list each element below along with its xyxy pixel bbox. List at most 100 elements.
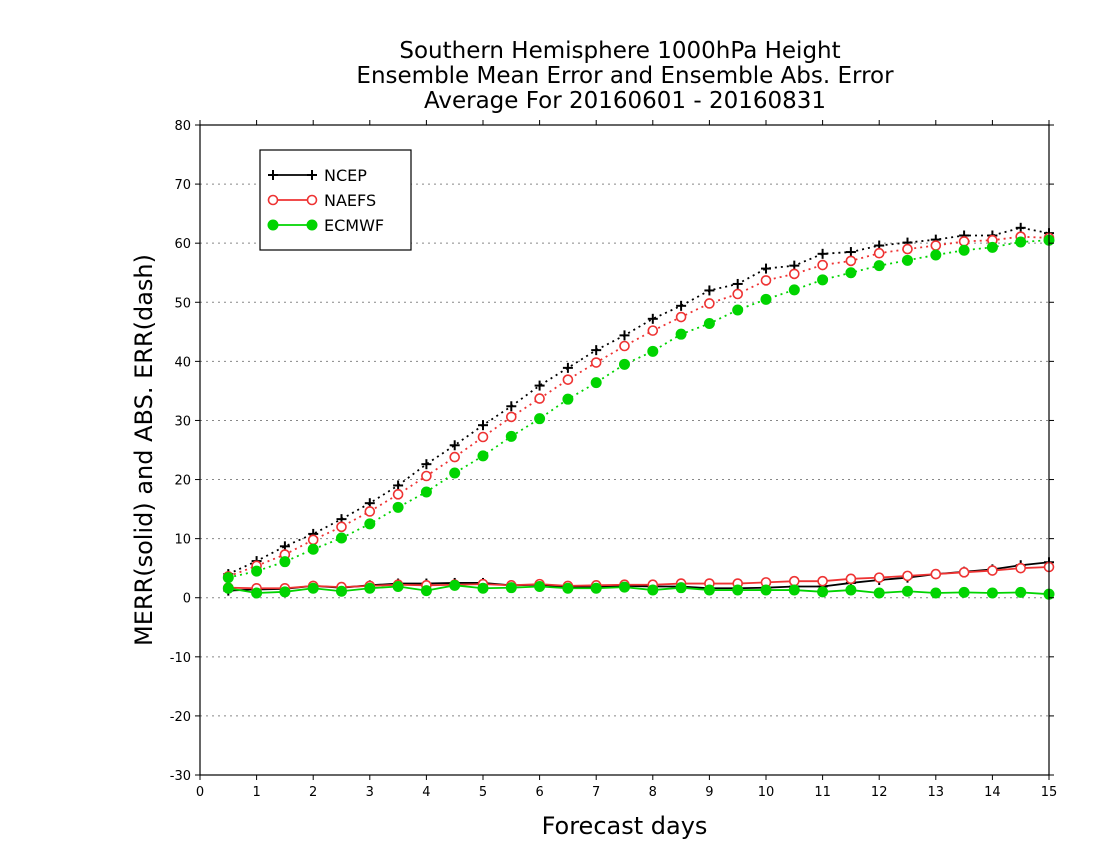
abs-err-point — [506, 401, 517, 412]
abs-err-point — [986, 241, 998, 253]
abs-err-point — [817, 248, 828, 259]
mean-err-point — [336, 585, 347, 597]
abs-err-point — [873, 247, 885, 259]
y-tick-label: 50 — [174, 296, 191, 311]
mean-err-point — [873, 587, 885, 599]
abs-err-point — [675, 328, 687, 340]
mean-err-point — [364, 582, 376, 594]
mean-err-point — [930, 568, 942, 580]
abs-err-point — [449, 451, 461, 463]
abs-err-point — [817, 274, 829, 286]
y-tick-label: 60 — [174, 237, 191, 252]
legend-item-ncep: NCEP — [268, 166, 367, 185]
gridlines — [200, 183, 1049, 717]
mean-err-point — [1015, 586, 1027, 598]
abs-err-point — [902, 254, 913, 266]
abs-err-point — [845, 247, 856, 258]
abs-err-point — [364, 506, 376, 517]
x-tick-label: 5 — [479, 785, 487, 800]
y-tick-label: 30 — [174, 414, 191, 429]
mean-err-point — [449, 579, 461, 591]
mean-err-point — [279, 586, 291, 598]
mean-err-point — [958, 567, 970, 578]
legend-marker — [268, 170, 278, 180]
abs-err-point — [619, 340, 630, 352]
mean-err-point — [788, 584, 800, 596]
x-tick-label: 1 — [252, 785, 260, 800]
abs-err-point — [393, 480, 404, 491]
abs-err-point — [420, 486, 432, 498]
abs-err-point — [760, 293, 772, 305]
legend-marker — [267, 219, 279, 231]
legend-marker — [307, 170, 317, 180]
abs-err-point — [619, 358, 630, 370]
abs-err-point — [619, 330, 630, 341]
mean-err-point — [986, 587, 998, 599]
abs-err-point — [930, 240, 942, 251]
legend-label: ECMWF — [324, 216, 384, 235]
mean-err-point — [930, 587, 942, 599]
mean-err-point — [505, 582, 517, 594]
abs-err-point — [788, 284, 800, 296]
abs-err-point — [222, 572, 234, 584]
series-ncep — [223, 222, 1054, 596]
y-axis-label: MERR(solid) and ABS. ERR(dash) — [130, 254, 158, 646]
mean-err-point — [902, 585, 913, 597]
x-tick-label: 11 — [814, 785, 831, 800]
abs-err-point — [703, 318, 715, 330]
mean-err-point — [902, 570, 913, 582]
y-tick-label: 20 — [174, 474, 191, 489]
abs-err-point — [477, 450, 489, 462]
title-line-1: Southern Hemisphere 1000hPa Height — [399, 38, 840, 64]
plot-frame — [199, 124, 1050, 776]
abs-err-point — [1015, 236, 1027, 248]
abs-err-point — [392, 489, 404, 500]
abs-err-point — [590, 357, 602, 368]
mean-err-point — [534, 581, 546, 592]
title-line-2: Ensemble Mean Error and Ensemble Abs. Er… — [356, 63, 894, 89]
x-tick-label: 0 — [196, 785, 204, 800]
abs-err-point — [788, 268, 800, 280]
abs-err-point — [676, 300, 687, 311]
abs-err-point — [477, 431, 489, 443]
abs-err-point — [930, 249, 942, 261]
mean-err-point — [675, 582, 687, 594]
mean-err-point — [307, 582, 319, 594]
abs-err-point — [251, 565, 263, 577]
chart-title: Southern Hemisphere 1000hPa Height Ensem… — [356, 38, 894, 114]
legend-label: NCEP — [324, 166, 367, 185]
y-axis: -30 -20 -10 0 10 20 30 40 50 60 70 80 — [170, 119, 1054, 784]
abs-err-point — [845, 255, 857, 267]
y-tick-label: -30 — [170, 769, 191, 784]
abs-err-point — [307, 543, 319, 555]
mean-err-point — [1015, 562, 1027, 574]
x-tick-label: 7 — [592, 785, 600, 800]
series-ecmwf — [222, 234, 1055, 600]
abs-err-point — [732, 288, 744, 300]
y-tick-label: 10 — [174, 533, 191, 548]
mean-err-point — [958, 586, 970, 598]
mean-err-point — [703, 584, 715, 596]
mean-err-point — [732, 584, 744, 596]
x-tick-label: 2 — [309, 785, 317, 800]
mean-err-point — [817, 575, 828, 587]
legend-item-naefs: NAEFS — [267, 191, 376, 210]
abs-err-point — [760, 275, 772, 286]
y-tick-label: 0 — [183, 592, 191, 607]
x-tick-label: 6 — [535, 785, 543, 800]
abs-err-point — [364, 518, 376, 530]
x-tick-label: 8 — [649, 785, 657, 800]
abs-err-point — [958, 236, 970, 247]
mean-err-point — [251, 587, 263, 599]
abs-err-point — [336, 521, 347, 533]
x-tick-label: 4 — [422, 785, 430, 800]
abs-err-line-ecmwf — [228, 239, 1050, 579]
abs-err-point — [421, 470, 432, 482]
abs-err-point — [307, 534, 319, 546]
abs-err-point — [449, 440, 460, 451]
abs-err-point — [732, 304, 744, 316]
abs-err-point — [591, 345, 602, 356]
mean-err-point — [420, 585, 432, 597]
abs-err-point — [534, 393, 545, 404]
abs-err-point — [845, 267, 857, 279]
